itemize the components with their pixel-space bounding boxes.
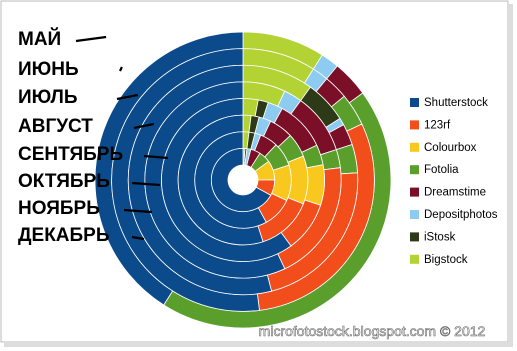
legend-swatch xyxy=(410,120,419,130)
month-labels: МАЙ ИЮНЬ ИЮЛЬ АВГУСТ СЕНТЯБРЬ ОКТЯБРЬ НОЯБРЬ ДЕ… xyxy=(18,28,169,246)
legend-label: Bigstock xyxy=(424,254,468,266)
legend: Shutterstock 123rf Colourbox Fotolia Dreamst… xyxy=(410,97,498,266)
label-pointer xyxy=(116,93,139,101)
legend-swatch xyxy=(410,142,419,152)
month-label: ИЮНЬ xyxy=(18,59,79,80)
frame-shadow xyxy=(508,4,513,347)
legend-swatch xyxy=(410,232,419,242)
legend-label: Shutterstock xyxy=(424,97,488,109)
legend-label: Depositphotos xyxy=(424,209,498,221)
label-pointer xyxy=(131,181,161,187)
label-pointer xyxy=(123,208,153,214)
month-label: ДЕКАБРЬ xyxy=(18,225,110,246)
month-label: АВГУСТ xyxy=(18,116,93,137)
month-label: СЕНТЯБРЬ xyxy=(18,144,123,165)
legend-label: Dreamstime xyxy=(424,187,486,199)
legend-swatch xyxy=(410,165,419,175)
legend-swatch xyxy=(410,187,419,197)
legend-label: iStosk xyxy=(424,231,456,243)
label-pointer xyxy=(119,66,123,72)
hole xyxy=(228,165,258,195)
legend-label: 123rf xyxy=(424,119,451,131)
month-label: МАЙ xyxy=(18,28,61,50)
legend-swatch xyxy=(410,98,419,107)
month-label: ОКТЯБРЬ xyxy=(18,171,110,192)
label-pointer xyxy=(133,122,155,130)
legend-label: Colourbox xyxy=(424,142,477,154)
legend-swatch xyxy=(410,254,419,264)
label-pointer xyxy=(143,154,169,160)
month-label: НОЯБРЬ xyxy=(18,198,100,219)
label-pointer xyxy=(131,235,145,241)
legend-swatch xyxy=(410,210,419,219)
legend-label: Fotolia xyxy=(424,164,459,176)
watermark: microfotostock.blogspot.com © 2012 xyxy=(259,323,486,339)
label-pointer xyxy=(75,35,107,43)
month-label: ИЮЛЬ xyxy=(18,87,78,108)
frame-shadow xyxy=(4,342,511,347)
rings xyxy=(94,31,392,329)
